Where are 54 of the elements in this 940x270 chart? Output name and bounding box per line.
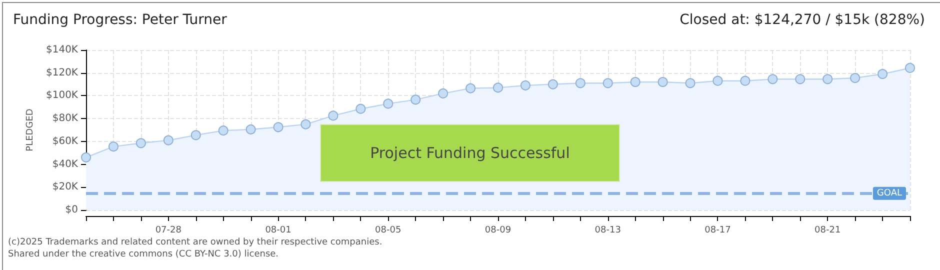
point: [383, 98, 394, 109]
y-axis-title: PLEDGED: [26, 108, 36, 152]
point: [850, 73, 860, 83]
y-tick-label: $80K: [52, 113, 78, 124]
y-tick-label: $0: [65, 204, 78, 216]
point: [190, 130, 201, 140]
x-tick-label: 08-21: [814, 226, 841, 236]
point: [822, 74, 833, 84]
point: [548, 79, 558, 90]
point: [685, 78, 696, 88]
point: [630, 77, 640, 87]
point: [438, 88, 448, 98]
point: [658, 77, 668, 87]
point: [905, 62, 915, 73]
point: [108, 142, 118, 152]
success-banner: Project Funding Successful: [320, 124, 620, 182]
point: [878, 69, 888, 79]
point: [273, 122, 284, 132]
text: Shared under the creative commons (CC BY-NC 3.0) license.: [8, 250, 279, 260]
point: [81, 152, 91, 162]
point: [136, 138, 146, 148]
chart-title: Funding Progress: Peter Turner: [13, 12, 228, 28]
point: [602, 78, 613, 88]
text: (c)2025 Trademarks and related content are owned by their respective companies.: [8, 238, 382, 248]
x-tick-label: 08-13: [594, 226, 621, 236]
point: [712, 76, 723, 86]
y-tick-label: $140K: [46, 44, 78, 56]
point: [493, 82, 503, 93]
point: [163, 135, 174, 146]
point: [740, 76, 750, 86]
y-tick-label: $120K: [46, 67, 78, 78]
y-tick-label: $100K: [46, 90, 78, 102]
point: [795, 74, 806, 84]
chart-subtitle: Closed at: $124,270 / $15k (828%): [680, 12, 926, 28]
point: [300, 119, 311, 130]
x-tick-label: 08-01: [265, 226, 292, 236]
x-tick-label: 08-05: [375, 226, 402, 236]
point: [466, 83, 476, 94]
point: [410, 94, 421, 105]
ref-line-label: GOAL: [876, 188, 902, 198]
annotation: Project Funding Successful: [370, 144, 570, 162]
y-tick-label: $60K: [52, 136, 78, 147]
y-tick-label: $20K: [52, 182, 78, 193]
point: [356, 104, 366, 114]
x-tick-label: 08-17: [704, 226, 731, 236]
point: [218, 126, 228, 136]
y-tick-label: $40K: [52, 158, 78, 170]
point: [575, 78, 586, 88]
x-tick-label: 07-28: [155, 226, 182, 236]
point: [246, 124, 256, 134]
point: [328, 110, 338, 121]
x-tick-label: 08-09: [484, 226, 512, 236]
point: [768, 74, 778, 84]
point: [520, 80, 530, 90]
